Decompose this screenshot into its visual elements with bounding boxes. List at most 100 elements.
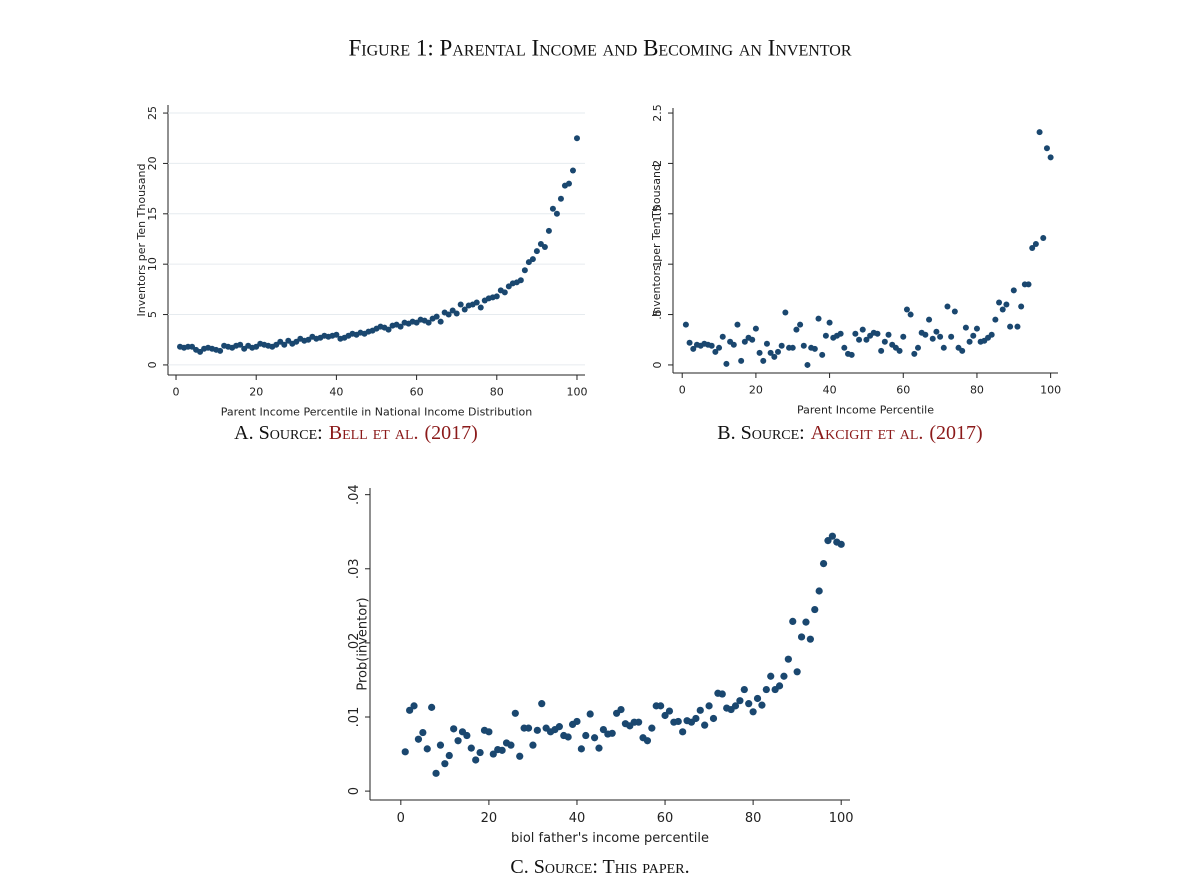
y-tick-label: 0 <box>347 787 362 795</box>
x-tick-label: 40 <box>569 811 586 826</box>
scatter-point <box>521 267 528 274</box>
scatter-point <box>771 353 778 360</box>
scatter-point <box>736 697 744 705</box>
y-tick-label: 15 <box>146 207 159 221</box>
scatter-point <box>758 701 766 709</box>
scatter-point <box>819 351 826 358</box>
scatter-point <box>740 685 748 694</box>
scatter-point <box>822 332 829 339</box>
scatter-point <box>401 748 409 756</box>
scatter-point <box>815 587 823 595</box>
scatter-point <box>778 342 785 349</box>
scatter-point <box>996 299 1003 306</box>
scatter-point <box>696 706 704 714</box>
scatter-point <box>804 361 811 368</box>
y-tick-label: 25 <box>146 106 159 120</box>
figure-title: Figure 1: Parental Income and Becoming a… <box>348 35 851 60</box>
scatter-point <box>457 301 464 308</box>
y-tick-label: .5 <box>651 309 664 320</box>
scatter-point <box>940 344 947 351</box>
scatter-point <box>472 756 480 764</box>
scatter-point <box>1036 129 1043 136</box>
x-tick-label: 40 <box>823 384 837 397</box>
scatter-point <box>485 728 493 736</box>
scatter-point <box>988 331 995 338</box>
scatter-point <box>549 205 556 212</box>
x-tick-label: 100 <box>566 386 587 399</box>
scatter-point <box>217 347 224 354</box>
x-tick-label: 20 <box>749 384 763 397</box>
scatter-point <box>428 703 436 711</box>
scatter-point <box>524 724 533 732</box>
scatter-point <box>1029 245 1036 252</box>
scatter-point <box>841 344 848 351</box>
scatter-point <box>501 289 508 296</box>
scatter-point <box>463 731 471 740</box>
scatter-point <box>937 333 944 340</box>
scatter-point <box>533 726 541 734</box>
scatter-point <box>586 710 594 718</box>
scatter-point <box>538 700 546 708</box>
scatter-point <box>752 325 759 332</box>
scatter-point <box>553 210 560 217</box>
caption: B. Source: Akcigit et al. (2017) <box>717 422 982 444</box>
scatter-point <box>461 306 468 313</box>
x-tick-label: 100 <box>829 811 854 826</box>
scatter-point <box>582 731 590 740</box>
y-tick-label: .04 <box>347 484 362 505</box>
scatter-point <box>709 714 718 723</box>
scatter-point <box>1043 145 1050 152</box>
scatter-point <box>433 313 440 320</box>
scatter-point <box>473 299 480 306</box>
scatter-point <box>797 633 806 641</box>
x-tick-label: 80 <box>970 384 984 397</box>
y-tick-label: 0 <box>146 361 159 368</box>
y-tick-label: .02 <box>347 633 362 654</box>
scatter-point <box>900 333 907 340</box>
scatter-point <box>1040 234 1047 241</box>
scatter-point <box>1018 303 1025 310</box>
scatter-point <box>802 618 810 626</box>
scatter-point <box>911 350 918 357</box>
scatter-point <box>760 357 767 364</box>
scatter-point <box>767 672 775 680</box>
y-tick-label: 2 <box>651 160 664 167</box>
x-axis-label: Parent Income Percentile in National Inc… <box>221 406 532 419</box>
scatter-point <box>679 728 687 736</box>
scatter-point <box>782 309 789 316</box>
y-tick-label: .03 <box>347 558 362 579</box>
scatter-point <box>731 702 740 710</box>
scatter-point <box>826 319 833 326</box>
scatter-point <box>749 336 756 343</box>
scatter-point <box>789 344 796 351</box>
scatter-point <box>333 331 340 338</box>
scatter-point <box>837 330 844 337</box>
scatter-point <box>718 690 726 698</box>
y-tick-label: 20 <box>146 156 159 170</box>
scatter-point <box>385 326 392 333</box>
scatter-point <box>690 345 697 352</box>
scatter-point <box>477 304 484 311</box>
scatter-point <box>793 326 800 333</box>
scatter-point <box>423 745 431 753</box>
scatter-point <box>780 672 788 680</box>
scatter-point <box>784 655 792 663</box>
scatter-point <box>569 167 576 174</box>
scatter-point <box>811 605 819 614</box>
scatter-point <box>643 737 652 745</box>
scatter-point <box>608 729 616 737</box>
scatter-point <box>903 306 910 313</box>
scatter-point <box>753 694 762 703</box>
scatter-point <box>533 248 540 255</box>
caption-cite: Bell et al. <box>329 422 419 444</box>
caption-text: B. Source: <box>717 422 804 444</box>
scatter-point <box>635 718 643 726</box>
scatter-point <box>1010 287 1017 294</box>
scatter-point <box>828 532 836 540</box>
scatter-point <box>762 685 770 694</box>
y-tick-label: 2.5 <box>651 104 664 122</box>
scatter-point <box>881 338 888 345</box>
scatter-point <box>929 335 936 342</box>
scatter-point <box>966 338 973 345</box>
